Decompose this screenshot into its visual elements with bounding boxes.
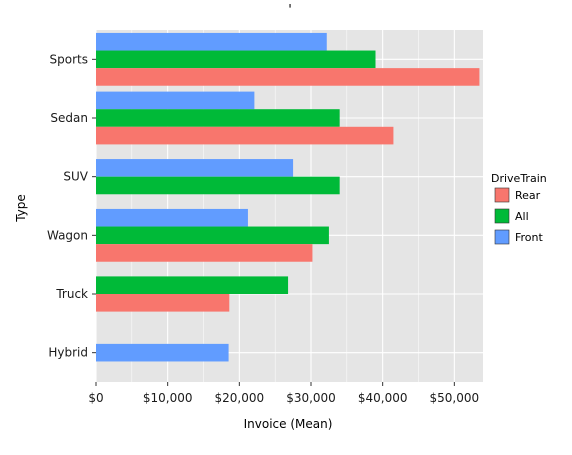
x-axis-title: Invoice (Mean) bbox=[244, 417, 333, 431]
y-tick-label: SUV bbox=[63, 170, 88, 184]
bar-sports-all bbox=[96, 50, 376, 69]
x-tick-label: $40,000 bbox=[358, 391, 408, 405]
bar-wagon-front bbox=[96, 208, 248, 227]
chart-title: ' bbox=[288, 3, 292, 18]
bar-sedan-rear bbox=[96, 126, 394, 145]
legend-swatch-rear bbox=[494, 187, 510, 203]
y-tick-label: Sports bbox=[50, 52, 88, 66]
legend-label-all: All bbox=[515, 210, 529, 223]
x-tick-label: $0 bbox=[88, 391, 103, 405]
legend-title: DriveTrain bbox=[491, 172, 547, 185]
bar-sedan-front bbox=[96, 91, 255, 110]
x-axis: $0 $10,000 $20,000 $30,000 $40,000 $50,000 bbox=[88, 382, 479, 405]
y-tick-label: Truck bbox=[55, 287, 88, 301]
x-tick-label: $10,000 bbox=[143, 391, 193, 405]
bar-hybrid-front bbox=[96, 343, 229, 362]
bar-sports-front bbox=[96, 32, 327, 51]
bar-truck-rear bbox=[96, 294, 230, 312]
legend-label-front: Front bbox=[515, 231, 544, 244]
y-axis-title: Type bbox=[14, 194, 28, 223]
bar-suv-all bbox=[96, 176, 340, 195]
legend-swatch-all bbox=[494, 208, 510, 224]
bar-sedan-all bbox=[96, 109, 340, 127]
y-tick-label: Wagon bbox=[47, 228, 88, 242]
bar-wagon-all bbox=[96, 226, 329, 245]
bar-truck-all bbox=[96, 276, 289, 294]
x-tick-label: $30,000 bbox=[286, 391, 336, 405]
bar-wagon-rear bbox=[96, 244, 313, 262]
legend-label-rear: Rear bbox=[515, 189, 541, 202]
y-tick-label: Sedan bbox=[50, 111, 88, 125]
bar-suv-front bbox=[96, 159, 294, 177]
bar-sports-rear bbox=[96, 68, 480, 86]
legend-swatch-front bbox=[494, 229, 510, 245]
bars bbox=[96, 32, 480, 362]
y-axis: Sports Sedan SUV Wagon Truck Hybrid bbox=[47, 52, 96, 360]
y-tick-label: Hybrid bbox=[48, 346, 88, 360]
legend: DriveTrain Rear All Front bbox=[491, 172, 547, 245]
x-tick-label: $20,000 bbox=[215, 391, 265, 405]
x-tick-label: $50,000 bbox=[430, 391, 480, 405]
